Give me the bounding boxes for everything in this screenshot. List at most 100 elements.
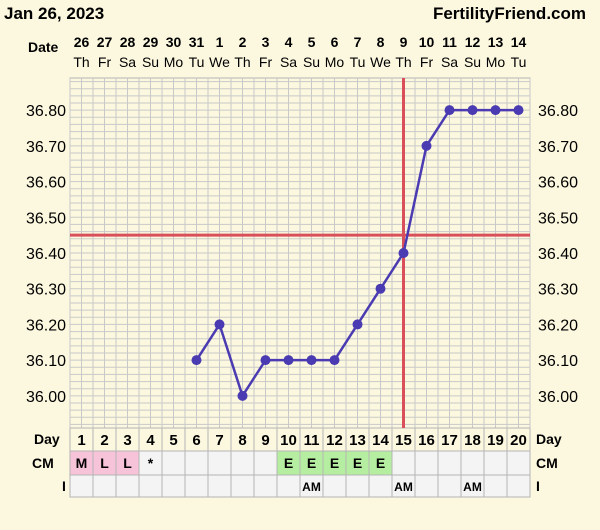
date-label: 5 xyxy=(308,34,316,50)
y-tick-label-left: 36.00 xyxy=(26,389,66,406)
temperature-point xyxy=(260,355,271,366)
date-label: 10 xyxy=(419,34,435,50)
cm-value: E xyxy=(353,455,362,471)
date-row-label: Date xyxy=(28,39,59,55)
weekday-label: Su xyxy=(142,54,159,70)
temperature-point xyxy=(214,319,225,330)
weekday-label: Fr xyxy=(420,54,434,70)
day-number: 12 xyxy=(326,432,343,449)
y-tick-label-left: 36.20 xyxy=(26,317,66,334)
intercourse-cell xyxy=(161,474,186,498)
intercourse-cell xyxy=(207,474,232,498)
cm-cell xyxy=(414,450,439,476)
grid xyxy=(69,77,531,429)
day-number: 11 xyxy=(304,432,320,449)
cm-cell xyxy=(161,450,186,476)
cm-value: E xyxy=(330,455,339,471)
weekday-label: Sa xyxy=(119,54,136,70)
y-tick-label-right: 36.10 xyxy=(538,353,578,370)
intercourse-cell xyxy=(115,474,140,498)
date-label: 11 xyxy=(442,34,457,50)
day-number: 1 xyxy=(77,432,85,449)
temperature-point xyxy=(421,140,432,151)
cm-row-label: CM xyxy=(32,455,54,471)
cm-cell xyxy=(506,450,531,476)
y-tick-label-left: 36.10 xyxy=(26,353,66,370)
date-label: 28 xyxy=(120,34,136,50)
day-row-label: Day xyxy=(34,431,60,447)
day-number: 16 xyxy=(418,432,435,449)
temperature-point xyxy=(352,319,363,330)
intercourse-cell xyxy=(253,474,278,498)
temperature-point xyxy=(329,355,340,366)
cm-cell xyxy=(460,450,485,476)
intercourse-cell xyxy=(92,474,117,498)
date-label: 3 xyxy=(262,34,270,50)
y-tick-label-right: 36.50 xyxy=(538,210,578,227)
temperature-point xyxy=(444,105,455,116)
date-label: 6 xyxy=(331,34,339,50)
temperature-point xyxy=(490,105,501,116)
intercourse-cell xyxy=(368,474,393,498)
temperature-series xyxy=(191,105,524,401)
weekday-label: Tu xyxy=(511,54,527,70)
intercourse-cell xyxy=(345,474,370,498)
day-number: 10 xyxy=(280,432,297,449)
weekday-label: Th xyxy=(73,54,89,70)
day-row-label-right: Day xyxy=(536,431,562,447)
day-number: 17 xyxy=(441,432,458,449)
intercourse-cell xyxy=(230,474,255,498)
y-tick-label-right: 36.20 xyxy=(538,317,578,334)
weekday-label: Mo xyxy=(325,54,345,70)
weekday-label: Fr xyxy=(98,54,112,70)
y-tick-label-right: 36.80 xyxy=(538,103,578,120)
weekday-label: Sa xyxy=(280,54,297,70)
cm-value: E xyxy=(284,455,293,471)
intercourse-cell xyxy=(184,474,209,498)
cm-value: * xyxy=(148,455,154,471)
temperature-point xyxy=(467,105,478,116)
weekday-label: Tu xyxy=(189,54,205,70)
y-tick-label-left: 36.60 xyxy=(26,175,66,192)
weekday-label: Su xyxy=(464,54,481,70)
day-number: 20 xyxy=(510,432,527,449)
date-label: 14 xyxy=(511,34,527,50)
date-label: 7 xyxy=(354,34,362,50)
temperature-point xyxy=(191,355,202,366)
intercourse-cell xyxy=(276,474,301,498)
date-label: 13 xyxy=(488,34,504,50)
cm-cell xyxy=(391,450,416,476)
weekday-label: Th xyxy=(234,54,250,70)
temperature-point xyxy=(513,105,524,116)
weekday-label: We xyxy=(370,54,391,70)
weekday-label: Su xyxy=(303,54,320,70)
day-number: 3 xyxy=(123,432,131,449)
intercourse-value: AM xyxy=(394,480,413,494)
intercourse-value: AM xyxy=(302,480,321,494)
date-label: 9 xyxy=(400,34,408,50)
y-tick-label-right: 36.30 xyxy=(538,282,578,299)
date-label: 30 xyxy=(166,34,182,50)
axis-labels: 36.00 36.00 36.10 36.10 36.20 36.20 36.30 36.30… xyxy=(26,34,578,406)
day-number: 6 xyxy=(192,432,200,449)
cm-cell xyxy=(207,450,232,476)
temperature-point xyxy=(375,283,386,294)
weekday-label: Mo xyxy=(486,54,506,70)
date-label: 1 xyxy=(216,34,224,50)
temperature-point xyxy=(398,248,409,258)
intercourse-cell xyxy=(414,474,439,498)
y-tick-label-right: 36.40 xyxy=(538,246,578,263)
cm-value: M xyxy=(76,455,88,471)
day-number: 9 xyxy=(261,432,269,449)
intercourse-cell xyxy=(322,474,347,498)
date-label: 29 xyxy=(143,34,159,50)
date-label: 27 xyxy=(97,34,113,50)
day-number: 13 xyxy=(349,432,366,449)
brand-label: FertilityFriend.com xyxy=(433,4,586,23)
date-label: 12 xyxy=(465,34,481,50)
day-number: 15 xyxy=(395,432,412,449)
weekday-label: Mo xyxy=(164,54,184,70)
day-number: 18 xyxy=(464,432,481,449)
